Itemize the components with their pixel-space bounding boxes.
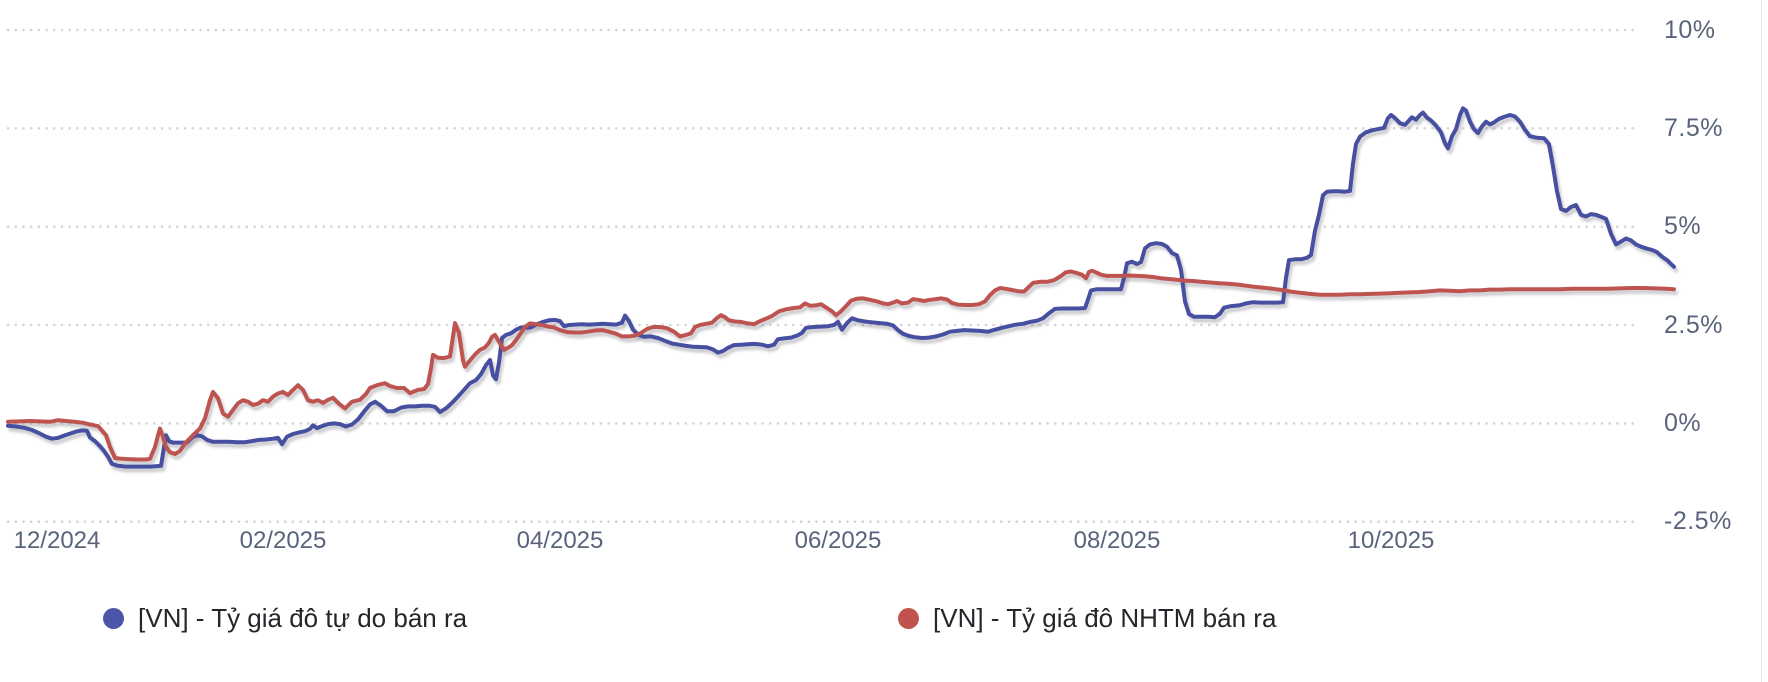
y-axis-label-0: 0% bbox=[1664, 409, 1702, 437]
x-axis-label-04-2025: 04/2025 bbox=[516, 527, 604, 554]
y-axis-label-2-5: 2.5% bbox=[1664, 311, 1723, 339]
gridlines bbox=[6, 28, 1640, 524]
y-axis-label-minus-2-5: -2.5% bbox=[1664, 507, 1732, 535]
legend-label: [VN] - Tỷ giá đô NHTM bán ra bbox=[933, 603, 1277, 633]
y-axis-label-5: 5% bbox=[1664, 212, 1702, 240]
y-axis-label-10: 10% bbox=[1664, 16, 1716, 44]
x-axis-label-12-2024: 12/2024 bbox=[13, 527, 101, 554]
legend-label: [VN] - Tỷ giá đô tự do bán ra bbox=[138, 603, 468, 633]
x-axis-label-10-2025: 10/2025 bbox=[1347, 527, 1435, 554]
legend-item-commercial-bank-usd[interactable]: [VN] - Tỷ giá đô NHTM bán ra bbox=[898, 600, 1276, 636]
card-right-border bbox=[1761, 0, 1762, 682]
legend-dot-blue bbox=[103, 607, 124, 629]
x-axis-label-02-2025: 02/2025 bbox=[239, 527, 327, 554]
x-axis-label-08-2025: 08/2025 bbox=[1073, 527, 1161, 554]
series-lines bbox=[6, 106, 1676, 469]
series-line-commercial-bank-usd-shadow bbox=[7, 272, 1679, 466]
legend-item-free-market-usd[interactable]: [VN] - Tỷ giá đô tự do bán ra bbox=[103, 600, 467, 636]
y-axis-label-7-5: 7.5% bbox=[1664, 114, 1723, 142]
series-line-commercial-bank-usd bbox=[6, 268, 1676, 462]
x-axis-label-06-2025: 06/2025 bbox=[794, 527, 882, 554]
legend-dot-red bbox=[898, 607, 919, 629]
series-line-free-market-usd bbox=[6, 106, 1676, 469]
legend: [VN] - Tỷ giá đô tự do bán ra [VN] - Tỷ … bbox=[0, 600, 1768, 640]
